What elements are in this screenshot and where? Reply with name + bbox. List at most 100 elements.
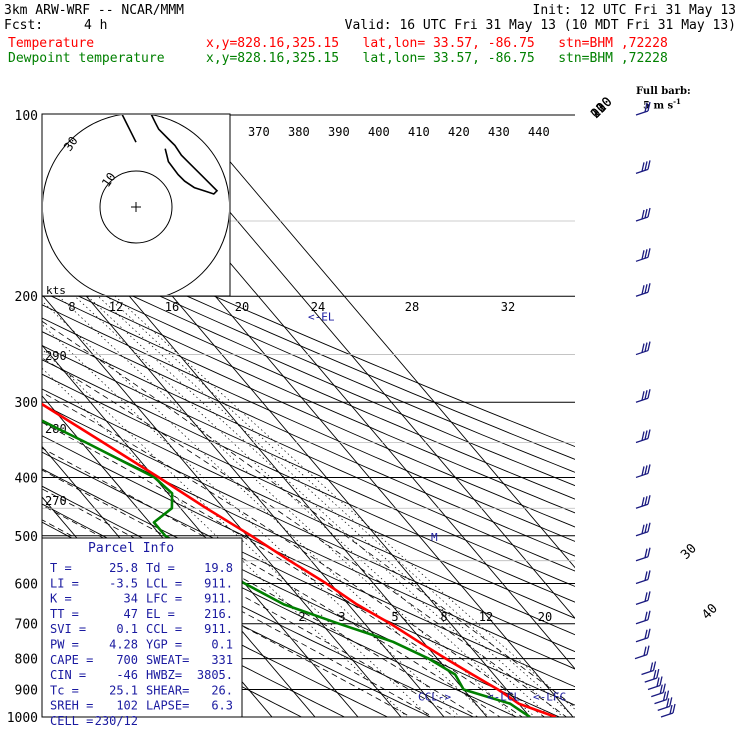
mixing-ratio-line [42, 324, 461, 717]
pressure-tick-label: 1000 [7, 711, 38, 726]
hodograph-ring [99, 170, 173, 244]
mixing-ratio-label: 20 [235, 300, 249, 314]
parcel-info-value: 3805. [197, 668, 233, 682]
forecast-label: Fcst: [4, 18, 44, 33]
wind-barb [654, 690, 670, 705]
mixing-ratio-label: 28 [405, 300, 419, 314]
mixing-ratio-label: 16 [165, 300, 179, 314]
parcel-info-value: 34 [124, 592, 138, 606]
pressure-tick-label: 100 [15, 109, 38, 124]
wind-barb [635, 591, 651, 605]
dry-adiabat [42, 253, 575, 487]
dry-adiabat [42, 435, 575, 688]
level-marker: <-LCL [487, 691, 520, 704]
parcel-info-key: LI = [50, 576, 79, 590]
parcel-info-key: CIN = [50, 668, 86, 682]
hodograph-ring-label: 30 [61, 134, 81, 154]
wind-barb [635, 248, 651, 262]
pressure-tick-label: 300 [15, 396, 38, 411]
parcel-info-key: LCL = [146, 576, 182, 590]
parcel-info-key: T = [50, 561, 72, 575]
dry-adiabat [42, 278, 575, 514]
parcel-info-key: SVI = [50, 622, 86, 636]
mixing-ratio-label: 12 [109, 300, 123, 314]
parcel-info-key: HWBZ= [146, 668, 182, 682]
wind-barb [647, 676, 663, 691]
parcel-info-value: 911. [204, 622, 233, 636]
wind-barb [635, 570, 651, 585]
parcel-info-key: LFC = [146, 592, 182, 606]
parcel-info-value: 102 [116, 699, 138, 713]
init-time: Init: 12 UTC Fri 31 May 13 [532, 3, 737, 18]
moist-adiabat [42, 320, 575, 708]
dry-adiabat [42, 317, 575, 557]
parcel-info-value: 216. [204, 607, 233, 621]
moist-adiabat [42, 469, 479, 717]
mixing-ratio-line [114, 295, 575, 710]
theta-e-label: 370 [248, 125, 270, 139]
wind-barb [641, 661, 657, 676]
mixing-ratio-label: 24 [311, 300, 325, 314]
isotherm-tick-label: 40 [699, 601, 721, 623]
theta-e-label: 430 [488, 125, 510, 139]
parcel-info-value: 6.3 [211, 699, 233, 713]
parcel-info-key: LAPSE= [146, 699, 189, 713]
dry-adiabat [42, 265, 575, 500]
parcel-info-key: CCL = [146, 622, 182, 636]
mixing-ratio-label: 2 [298, 610, 305, 624]
wind-barb [635, 283, 651, 297]
dewpoint-legend-label: Dewpoint temperature [8, 51, 165, 66]
hodograph-units: kts [46, 284, 66, 297]
mixing-ratio-label: 20 [538, 610, 552, 624]
dry-adiabat [42, 304, 575, 542]
theta-e-label: 390 [328, 125, 350, 139]
dry-adiabat [42, 451, 575, 706]
moist-adiabat [42, 421, 523, 717]
temperature-legend-info: x,y=828.16,325.15 lat,lon= 33.57, -86.75… [206, 36, 668, 51]
pressure-tick-label: 700 [15, 618, 38, 633]
mixing-ratio-label: 8 [68, 300, 75, 314]
mixing-ratio-label: 8 [440, 610, 447, 624]
hodograph-ring-label: 10 [99, 170, 119, 190]
mixing-ratio-line [74, 295, 536, 717]
level-marker: CCL-> [418, 691, 451, 704]
isotherm-tick-label: 30 [678, 541, 700, 563]
theta-e-label: 380 [288, 125, 310, 139]
theta-e-label: 440 [528, 125, 550, 139]
dry-adiabat [42, 359, 575, 603]
parcel-info-key: EL = [146, 607, 175, 621]
wind-barb [635, 522, 651, 537]
moist-adiabat [42, 447, 501, 717]
mixing-ratio-label: 3 [338, 610, 345, 624]
dry-adiabat [42, 217, 575, 448]
pressure-tick-label: 400 [15, 471, 38, 486]
pressure-tick-label: 900 [15, 683, 38, 698]
theta-e-label: 420 [448, 125, 470, 139]
parcel-info-value: 4.28 [109, 638, 138, 652]
parcel-info-key: SREH = [50, 699, 93, 713]
hodograph-trace [121, 115, 219, 195]
mixing-ratio-label: 12 [479, 610, 493, 624]
wind-barb [635, 464, 651, 479]
mixing-ratio-line [42, 300, 490, 717]
parcel-info-value: 25.1 [109, 683, 138, 697]
wind-barb [635, 628, 651, 643]
parcel-info-value: 25.8 [109, 561, 138, 575]
wind-barb [635, 610, 651, 625]
parcel-info-value: -3.5 [109, 576, 138, 590]
pressure-tick-label: 500 [15, 530, 38, 545]
parcel-info-value: 331 [211, 653, 233, 667]
parcel-info-title: Parcel Info [88, 541, 174, 556]
wind-barb [644, 668, 660, 683]
pressure-tick-label: 600 [15, 577, 38, 592]
theta-label: 290 [45, 349, 67, 363]
parcel-info-key: PW = [50, 638, 79, 652]
dry-adiabat [42, 388, 575, 636]
temperature-line [42, 402, 557, 717]
parcel-info-value: -46 [116, 668, 138, 682]
theta-label: 270 [45, 494, 67, 508]
level-marker: <-EL [308, 310, 335, 323]
isotherm-line [42, 344, 359, 717]
dry-adiabat [42, 345, 575, 587]
temperature-legend-label: Temperature [8, 36, 95, 51]
